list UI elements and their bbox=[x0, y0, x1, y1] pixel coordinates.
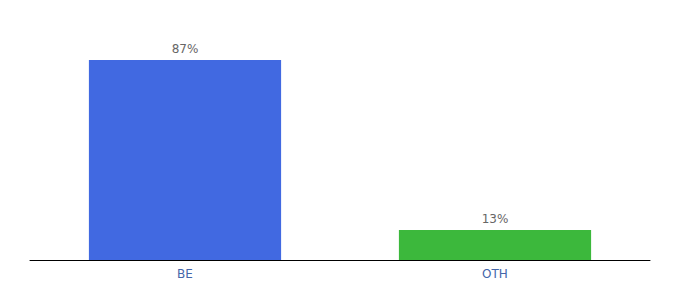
svg-text:BE: BE bbox=[177, 267, 193, 281]
svg-text:87%: 87% bbox=[172, 42, 199, 56]
svg-text:OTH: OTH bbox=[482, 267, 508, 281]
svg-text:13%: 13% bbox=[482, 212, 509, 226]
